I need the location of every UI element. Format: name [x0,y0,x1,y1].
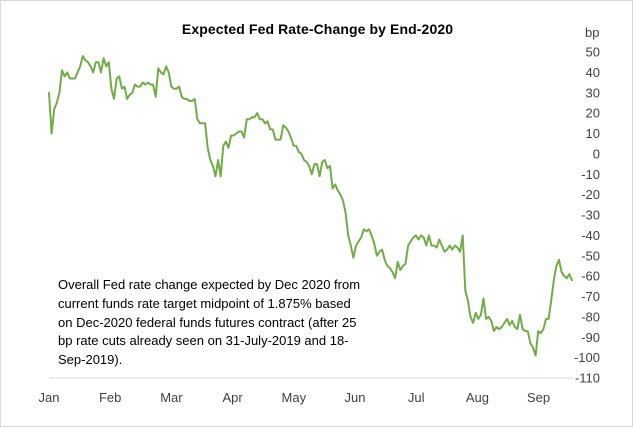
y-tick-label: 30 [586,85,600,100]
chart-annotation: Overall Fed rate change expected by Dec … [58,277,361,368]
y-tick-label: -70 [581,289,600,304]
x-tick-label: Jun [345,390,366,405]
series-line [48,55,573,357]
y-axis-unit-label: bp [585,25,600,40]
y-tick-label: 40 [586,65,600,80]
y-tick-label: -30 [581,208,600,223]
y-tick-label: -50 [581,248,600,263]
y-tick-label: -110 [575,371,600,386]
x-tick-label: Jul [408,390,425,405]
x-tick-label: Apr [222,390,243,405]
y-tick-label: -80 [581,309,600,324]
y-tick-label: -40 [581,228,600,243]
x-tick-label: May [282,390,307,405]
x-tick-label: Jan [39,390,60,405]
y-tick-label: -20 [581,187,600,202]
y-tick-label: -10 [581,167,600,182]
y-tick-label: -60 [581,269,600,284]
y-tick-label: 0 [593,146,600,161]
y-tick-label: -100 [574,350,600,365]
x-tick-label: Aug [466,390,489,405]
chart-title: Expected Fed Rate-Change by End-2020 [181,21,454,37]
y-tick-label: 10 [586,126,600,141]
x-tick-label: Mar [160,390,183,405]
x-tick-label: Sep [527,390,550,405]
x-tick-label: Feb [99,390,121,405]
y-tick-label: 20 [586,106,600,121]
y-tick-label: -90 [581,330,600,345]
y-tick-label: 50 [586,45,600,60]
